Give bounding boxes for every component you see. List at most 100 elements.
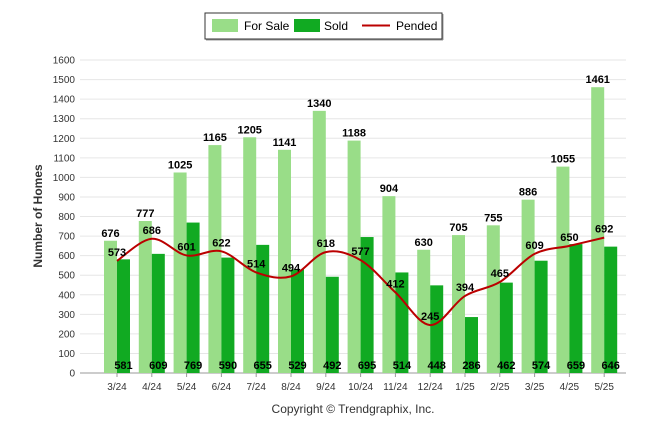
- legend-swatch-sold: [294, 19, 320, 32]
- bar-sold: [360, 237, 374, 373]
- label-pended: 412: [386, 278, 404, 290]
- x-tick-label: 2/25: [490, 382, 510, 393]
- label-for-sale: 1025: [168, 159, 192, 171]
- label-sold: 655: [254, 360, 272, 372]
- x-tick-label: 5/25: [594, 382, 614, 393]
- bar-sold: [604, 246, 618, 373]
- label-sold: 609: [149, 360, 167, 372]
- x-axis-ticks: 3/24 4/24 5/24 6/24 7/24 8/24 9/24 10/24 11/24 12…: [107, 373, 614, 393]
- bar-for-sale: [452, 235, 465, 373]
- x-tick-label: 5/24: [177, 382, 197, 393]
- bar-for-sale: [312, 110, 326, 374]
- bar-sold: [221, 257, 235, 373]
- legend-box: [204, 12, 443, 40]
- label-for-sale: 676: [101, 228, 119, 240]
- y-tick-label: 500: [58, 271, 75, 282]
- x-tick-label: 9/24: [316, 382, 336, 393]
- y-tick-label: 300: [58, 310, 75, 321]
- label-sold: 769: [184, 360, 202, 372]
- label-for-sale: 1165: [203, 132, 227, 144]
- bar-for-sale: [556, 166, 570, 373]
- legend-swatch-for-sale: [212, 19, 238, 32]
- label-pended: 465: [491, 268, 509, 280]
- x-tick-label: 4/24: [142, 382, 162, 393]
- label-for-sale: 904: [380, 183, 399, 195]
- label-sold: 659: [567, 360, 585, 372]
- x-tick-label: 8/24: [281, 382, 301, 393]
- label-pended: 394: [456, 282, 475, 294]
- label-for-sale: 1188: [342, 128, 366, 140]
- label-pended: 494: [282, 262, 301, 274]
- y-tick-label: 1200: [53, 134, 76, 145]
- y-tick-label: 200: [58, 329, 75, 340]
- bar-for-sale: [417, 249, 431, 373]
- y-tick-label: 1400: [53, 95, 76, 106]
- bar-for-sale: [521, 199, 535, 373]
- y-tick-label: 1300: [53, 114, 76, 125]
- label-pended: 514: [247, 258, 266, 270]
- bar-sold: [186, 222, 200, 373]
- label-for-sale: 755: [484, 212, 502, 224]
- x-tick-label: 3/25: [525, 382, 545, 393]
- pended-line: [116, 236, 605, 327]
- bar-for-sale: [591, 87, 605, 374]
- bar-sold: [151, 253, 165, 373]
- label-pended: 618: [317, 238, 335, 250]
- y-tick-label: 900: [58, 192, 75, 203]
- y-tick-label: 1100: [53, 153, 75, 164]
- bar-sold: [534, 260, 548, 373]
- x-tick-label: 12/24: [418, 382, 443, 393]
- bar-for-sale: [104, 240, 117, 373]
- x-tick-label: 1/25: [455, 382, 475, 393]
- bar-for-sale: [208, 145, 222, 373]
- bar-sold: [430, 285, 444, 373]
- bar-for-sale: [278, 149, 291, 373]
- label-for-sale: 1340: [307, 98, 331, 110]
- bar-sold: [465, 317, 478, 373]
- label-for-sale: 1141: [273, 137, 297, 149]
- y-tick-label: 400: [58, 290, 75, 301]
- bar-for-sale: [243, 137, 257, 373]
- label-sold: 462: [497, 360, 515, 372]
- label-sold: 492: [323, 360, 341, 372]
- label-sold: 581: [114, 360, 132, 372]
- y-tick-label: 700: [58, 232, 75, 243]
- legend: For Sale Sold Pended: [204, 12, 444, 41]
- legend-label-pended: Pended: [396, 19, 437, 33]
- y-tick-label: 600: [58, 251, 75, 262]
- label-sold: 514: [393, 360, 412, 372]
- label-for-sale: 1055: [551, 154, 575, 166]
- label-sold: 646: [602, 360, 620, 372]
- label-pended: 686: [143, 225, 161, 237]
- y-tick-label: 1000: [53, 173, 76, 184]
- y-tick-label: 100: [58, 349, 75, 360]
- legend-label-sold: Sold: [324, 19, 348, 33]
- y-tick-label: 0: [69, 369, 75, 380]
- bar-sold: [256, 244, 270, 373]
- label-pended: 601: [177, 241, 195, 253]
- data-labels: 676 581 777 609 1025 769 1165 590 1205 655 1141 529…: [101, 74, 620, 372]
- label-sold: 529: [288, 360, 306, 372]
- label-for-sale: 777: [136, 208, 154, 220]
- label-pended: 577: [351, 246, 369, 258]
- bar-for-sale: [486, 225, 500, 373]
- label-sold: 574: [532, 360, 551, 372]
- y-tick-label: 1600: [53, 56, 76, 67]
- bar-sold: [291, 269, 304, 373]
- label-for-sale: 1461: [585, 74, 609, 86]
- label-sold: 590: [219, 360, 237, 372]
- x-tick-label: 4/25: [560, 382, 580, 393]
- bar-sold: [325, 276, 339, 373]
- bar-sold: [499, 282, 513, 373]
- x-tick-label: 3/24: [107, 382, 127, 393]
- y-tick-label: 800: [58, 212, 75, 223]
- bar-for-sale: [173, 172, 187, 373]
- bar-for-sale: [138, 220, 152, 373]
- x-tick-label: 7/24: [246, 382, 266, 393]
- label-pended: 622: [212, 237, 230, 249]
- label-sold: 286: [462, 360, 480, 372]
- label-pended: 692: [595, 224, 613, 236]
- label-sold: 695: [358, 360, 376, 372]
- label-for-sale: 1205: [237, 124, 261, 136]
